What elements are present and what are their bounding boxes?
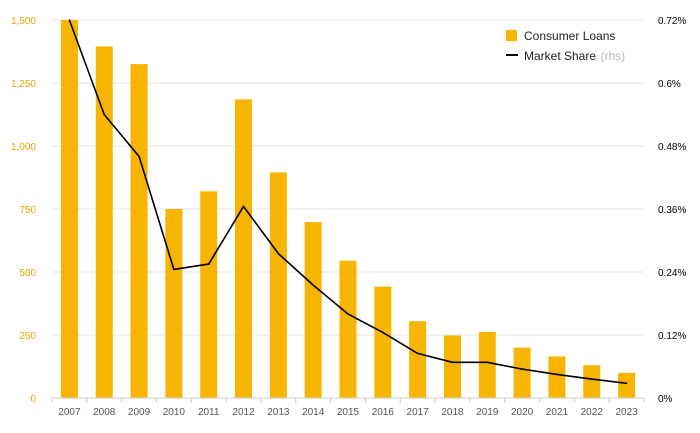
left-tick-label: 750 [19,205,36,216]
bar-2017 [409,321,427,398]
left-tick-label: 500 [19,268,36,279]
market-share-point-2011 [207,263,210,265]
bar-2015 [339,260,357,398]
right-tick-label: 0% [658,394,673,405]
left-tick-label: 1,000 [11,142,36,153]
bar-series-consumer-loans [60,20,636,399]
right-tick-label: 0.72% [658,16,686,27]
bar-2014 [304,222,322,398]
market-share-point-2023 [625,382,628,385]
market-share-point-2016 [382,331,384,334]
market-share-point-2009 [138,155,140,158]
left-tick-label: 0 [30,394,36,405]
x-tick-label: 2022 [581,407,604,418]
market-share-point-2022 [590,378,593,380]
x-tick-label: 2021 [546,407,569,418]
bar-2022 [583,365,601,398]
market-share-point-2008 [103,113,106,116]
right-tick-label: 0.24% [658,268,686,279]
market-share-point-2019 [486,361,489,364]
right-tick-label: 0.48% [658,142,686,153]
bar-2018 [443,335,461,398]
right-tick-label: 0.6% [658,79,681,90]
x-tick-label: 2015 [337,407,360,418]
x-tick-label: 2011 [198,407,220,418]
legend: Consumer Loans Market Share (rhs) [506,29,625,64]
left-tick-label: 1,250 [11,79,36,90]
bar-2007 [60,20,78,398]
left-axis: 0 250 500 750 1,000 1,250 1,500 [11,16,36,405]
bar-2008 [95,46,113,399]
bar-2012 [235,99,253,398]
x-tick-label: 2013 [267,407,290,418]
x-tick-label: 2012 [232,407,255,418]
x-tick-label: 2023 [615,407,638,418]
market-share-point-2012 [242,205,245,208]
x-tick-label: 2016 [372,407,395,418]
bar-2019 [478,331,496,398]
x-tick-label: 2007 [58,407,81,418]
left-tick-label: 250 [19,331,36,342]
x-tick-label: 2019 [476,407,499,418]
market-share-point-2015 [347,313,349,315]
legend-label-market-share: Market Share (rhs) [524,47,625,64]
x-tick-label: 2010 [163,407,186,418]
market-share-point-2018 [451,361,454,364]
x-tick-label: 2008 [93,407,116,418]
legend-label-consumer-loans: Consumer Loans [524,29,615,43]
market-share-point-2013 [277,252,280,255]
line-series-market-share [68,19,628,385]
bar-2023 [618,372,636,398]
bar-2020 [513,347,531,398]
market-share-point-2021 [556,373,558,376]
bar-2013 [269,172,287,398]
right-axis: 0% 0.12% 0.24% 0.36% 0.48% 0.6% 0.72% [658,16,686,405]
x-tick-label: 2009 [128,407,151,418]
market-share-point-2020 [521,368,523,370]
gridlines [52,19,644,336]
market-share-point-2007 [68,19,71,21]
left-tick-label: 1,500 [11,16,36,27]
market-share-point-2017 [416,352,419,355]
bar-2021 [548,356,566,398]
market-share-point-2010 [173,268,175,271]
x-tick-label: 2014 [302,407,325,418]
x-tick-label: 2020 [511,407,534,418]
x-tick-label: 2017 [407,407,430,418]
x-axis: 2007 2008 2009 2010 2011 2012 2013 2014 2015 2016… [51,397,645,418]
bar-2010 [165,209,183,398]
bar-2011 [200,191,218,398]
market-share-point-2014 [312,284,314,286]
right-tick-label: 0.36% [658,205,686,216]
legend-swatch-consumer-loans [506,30,517,41]
bar-2016 [374,286,392,398]
bar-2009 [130,64,148,398]
x-tick-label: 2018 [441,407,464,418]
right-tick-label: 0.12% [658,331,686,342]
